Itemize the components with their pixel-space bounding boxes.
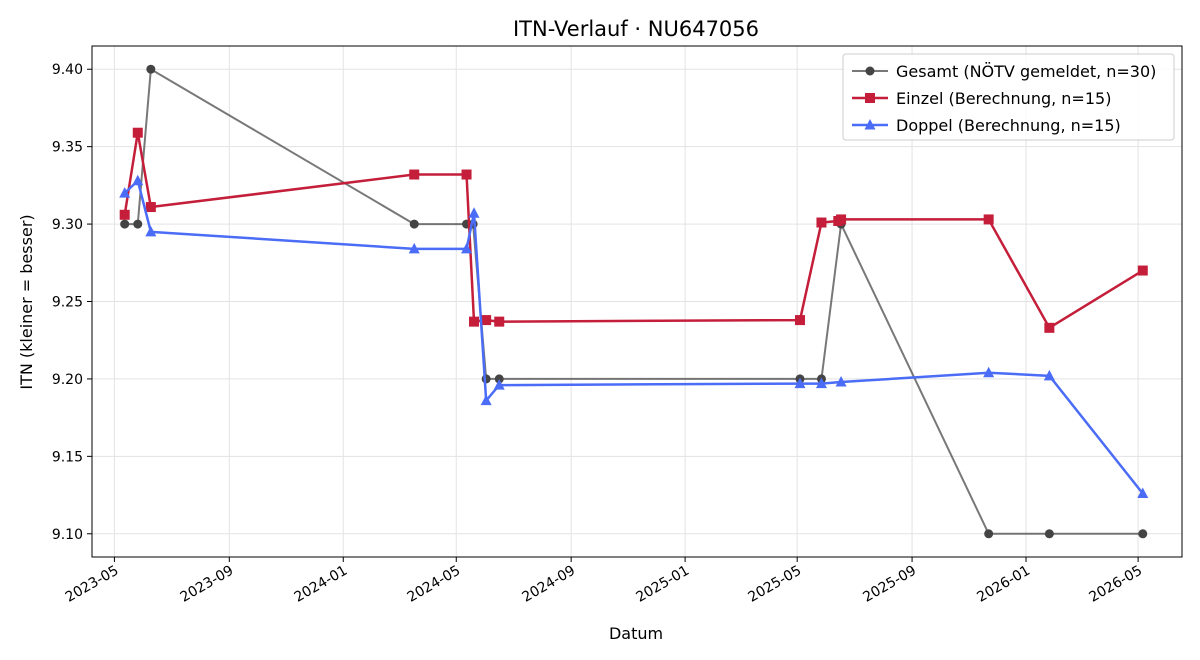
y-axis: 9.10 9.15 9.20 9.25 9.30 9.35 9.40 xyxy=(52,62,92,543)
data-point xyxy=(145,225,157,237)
data-point xyxy=(469,316,480,327)
data-point xyxy=(461,169,472,180)
data-point xyxy=(146,64,156,74)
data-point xyxy=(1043,369,1055,381)
data-point xyxy=(794,315,805,326)
data-point xyxy=(983,366,995,378)
data-point xyxy=(409,219,419,229)
data-point xyxy=(468,207,480,218)
series-triangle xyxy=(119,174,1149,499)
data-point xyxy=(133,219,143,229)
x-tick-label: 2025-05 xyxy=(746,563,805,606)
legend-item: Einzel (Berechnung, n=15) xyxy=(852,89,1111,108)
x-axis: 2023-05 2023-09 2024-01 2024-05 2024-09 2025-… xyxy=(63,557,1145,606)
data-point xyxy=(835,376,847,387)
chart-title: ITN-Verlauf · NU647056 xyxy=(513,17,759,41)
data-point xyxy=(408,242,420,254)
series-line xyxy=(124,68,1143,535)
data-point xyxy=(1137,265,1148,276)
legend-item: Doppel (Berechnung, n=15) xyxy=(852,116,1121,135)
y-tick-label: 9.40 xyxy=(52,62,83,78)
x-tick-label: 2025-09 xyxy=(860,563,919,606)
x-tick-label: 2024-05 xyxy=(405,563,464,606)
y-tick-label: 9.10 xyxy=(52,527,83,543)
legend-marker xyxy=(865,66,875,76)
legend-label: Doppel (Berechnung, n=15) xyxy=(896,116,1121,135)
data-point xyxy=(119,209,130,220)
x-tick-label: 2025-01 xyxy=(633,563,692,606)
data-point xyxy=(816,217,827,228)
series-square xyxy=(119,127,1148,333)
data-point xyxy=(494,316,505,327)
data-point xyxy=(145,202,156,213)
series-circle xyxy=(120,64,1148,539)
data-point xyxy=(119,187,131,198)
x-tick-label: 2026-05 xyxy=(1086,563,1145,606)
data-point xyxy=(409,169,420,180)
x-axis-label: Datum xyxy=(609,624,663,643)
x-tick-label: 2024-09 xyxy=(519,563,578,606)
y-tick-label: 9.25 xyxy=(52,295,83,311)
legend: Gesamt (NÖTV gemeldet, n=30) Einzel (Bere… xyxy=(842,53,1175,141)
series-layer xyxy=(119,64,1149,539)
data-point xyxy=(794,377,806,389)
data-point xyxy=(480,394,492,406)
y-tick-label: 9.30 xyxy=(52,217,83,233)
data-point xyxy=(984,529,994,539)
data-point xyxy=(481,315,492,326)
data-point xyxy=(120,219,130,229)
data-point xyxy=(132,127,143,138)
x-tick-label: 2023-09 xyxy=(178,563,237,606)
data-point xyxy=(493,379,505,390)
data-point xyxy=(836,214,847,225)
data-point xyxy=(983,214,994,225)
data-point xyxy=(815,377,827,389)
data-point xyxy=(1137,487,1149,499)
data-point xyxy=(461,242,473,254)
legend-marker xyxy=(865,93,875,103)
x-tick-label: 2023-05 xyxy=(63,563,122,606)
y-tick-label: 9.15 xyxy=(52,449,83,465)
y-axis-label: ITN (kleiner = besser) xyxy=(17,214,36,389)
legend-label: Einzel (Berechnung, n=15) xyxy=(896,89,1111,108)
data-point xyxy=(494,374,504,384)
x-tick-label: 2026-01 xyxy=(974,563,1033,606)
legend-marker xyxy=(864,119,876,130)
data-point xyxy=(1138,529,1148,539)
series-line xyxy=(123,179,1144,495)
y-tick-label: 9.35 xyxy=(52,140,83,156)
data-point xyxy=(1044,322,1055,333)
legend-box xyxy=(842,53,1175,141)
data-point xyxy=(1044,529,1054,539)
y-tick-label: 9.20 xyxy=(52,372,83,388)
legend-label: Gesamt (NÖTV gemeldet, n=30) xyxy=(896,62,1156,81)
x-tick-label: 2024-01 xyxy=(292,563,351,606)
legend-item: Gesamt (NÖTV gemeldet, n=30) xyxy=(852,62,1156,81)
series-line xyxy=(123,131,1144,330)
data-point xyxy=(132,174,144,186)
